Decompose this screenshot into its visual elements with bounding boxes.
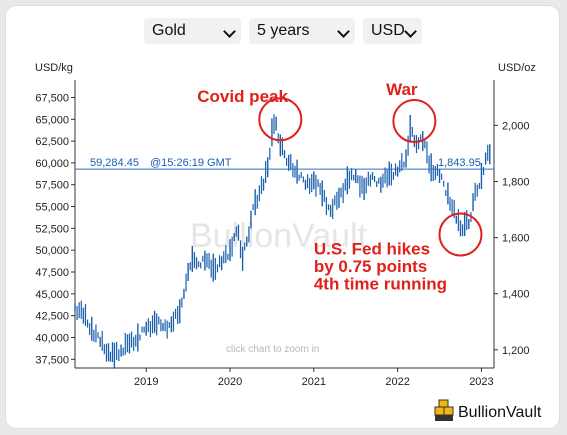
annotation-circle — [438, 212, 483, 257]
x-tick-label: 2021 — [302, 376, 326, 388]
annotation-text: War — [386, 80, 418, 99]
annotation-text: Covid peak — [197, 87, 288, 106]
zoom-hint: click chart to zoom in — [226, 344, 319, 355]
y-right-tick-label: 1,600 — [502, 233, 530, 245]
y-left-tick-label: 62,500 — [35, 136, 69, 148]
currency-select-value: USD — [371, 22, 405, 39]
watermark: BullionVault — [190, 217, 368, 255]
y-left-tick-label: 47,500 — [35, 267, 69, 279]
y-right-tick-label: 2,000 — [502, 120, 530, 132]
y-left-tick-label: 42,500 — [35, 311, 69, 323]
y-right-tick-label: 1,800 — [502, 176, 530, 188]
y-left-tick-label: 60,000 — [35, 158, 69, 170]
y-right-label: USD/oz — [498, 62, 536, 74]
y-left-tick-label: 55,000 — [35, 202, 69, 214]
y-left-tick-label: 67,500 — [35, 92, 69, 104]
current-price-kg: 59,284.45 — [90, 157, 139, 169]
annotation-circle — [258, 97, 303, 142]
annotation-text: U.S. Fed hikes — [314, 240, 430, 259]
annotation-circles — [258, 97, 483, 257]
y-right-tick-label: 1,400 — [502, 289, 530, 301]
y-right-ticks: 1,200 1,400 1,600 1,800 2,000 — [494, 120, 530, 357]
y-left-tick-label: 57,500 — [35, 180, 69, 192]
x-tick-label: 2020 — [218, 376, 242, 388]
annotation-text: by 0.75 points — [314, 257, 427, 276]
current-price-oz: 1,843.95 — [438, 157, 481, 169]
price-series — [74, 114, 491, 369]
x-tick-label: 2019 — [134, 376, 158, 388]
y-left-tick-label: 52,500 — [35, 223, 69, 235]
metal-select[interactable]: Gold — [144, 18, 241, 44]
currency-select[interactable]: USD — [363, 18, 422, 44]
bullionvault-logo[interactable]: BullionVault — [433, 399, 553, 423]
logo-mark-icon — [434, 399, 454, 421]
metal-select-value: Gold — [152, 22, 186, 39]
y-left-label: USD/kg — [35, 62, 73, 74]
annotation-text: 4th time running — [314, 274, 447, 293]
y-left-tick-label: 40,000 — [35, 332, 69, 344]
x-ticks: 2019 2020 2021 2022 2023 — [134, 368, 494, 388]
x-tick-label: 2023 — [469, 376, 493, 388]
y-left-ticks: 37,500 40,000 42,500 45,000 47,500 50,000 52,5… — [35, 92, 75, 366]
y-left-tick-label: 65,000 — [35, 114, 69, 126]
logo-text: BullionVault — [458, 404, 542, 421]
y-left-tick-label: 50,000 — [35, 245, 69, 257]
period-select-value: 5 years — [257, 22, 310, 39]
period-select[interactable]: 5 years — [249, 18, 355, 44]
y-left-tick-label: 45,000 — [35, 289, 69, 301]
y-left-tick-label: 37,500 — [35, 354, 69, 366]
current-price-time: @15:26:19 GMT — [150, 157, 232, 169]
chart-controls: Gold 5 years USD — [0, 12, 567, 44]
x-tick-label: 2022 — [385, 376, 409, 388]
annotation-circle — [392, 99, 437, 144]
y-right-tick-label: 1,200 — [502, 345, 530, 357]
